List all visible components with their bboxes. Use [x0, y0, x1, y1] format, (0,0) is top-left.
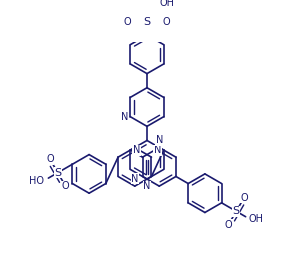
Text: N: N [131, 174, 138, 184]
Text: N: N [143, 181, 151, 192]
Text: O: O [62, 181, 69, 191]
Text: O: O [240, 193, 248, 203]
Text: S: S [143, 17, 151, 27]
Text: S: S [54, 168, 61, 178]
Text: O: O [124, 17, 131, 27]
Text: O: O [163, 17, 170, 27]
Text: N: N [156, 135, 163, 145]
Text: OH: OH [159, 0, 174, 8]
Text: S: S [233, 206, 240, 216]
Text: N: N [133, 145, 140, 155]
Text: OH: OH [249, 214, 264, 223]
Text: N: N [121, 112, 128, 122]
Text: O: O [225, 220, 232, 230]
Text: O: O [46, 154, 54, 164]
Text: HO: HO [29, 176, 44, 185]
Text: N: N [154, 145, 161, 155]
